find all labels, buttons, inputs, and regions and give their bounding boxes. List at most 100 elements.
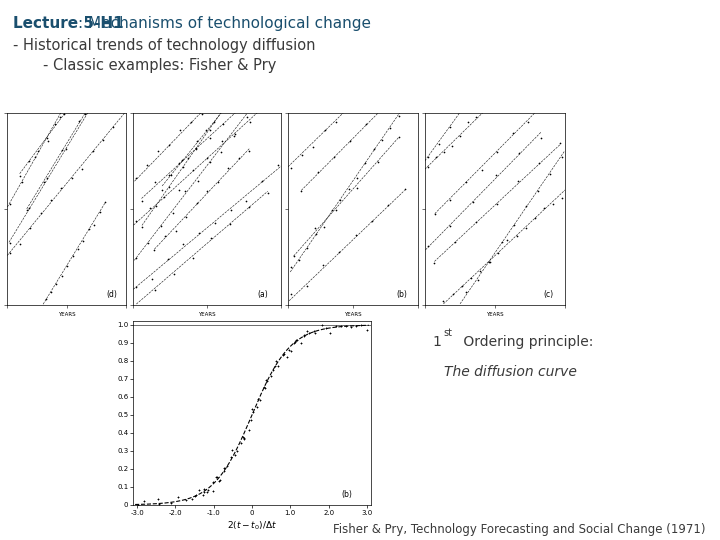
Point bbox=[231, 447, 243, 456]
Point bbox=[55, 112, 66, 121]
Point bbox=[491, 147, 503, 156]
Point bbox=[368, 145, 379, 154]
Point bbox=[141, 161, 153, 170]
Point bbox=[523, 117, 534, 126]
Point bbox=[547, 199, 559, 208]
Text: (d): (d) bbox=[107, 291, 117, 299]
Point bbox=[222, 164, 234, 173]
Point bbox=[312, 168, 323, 177]
Point bbox=[471, 112, 482, 121]
Point bbox=[298, 332, 310, 341]
Point bbox=[198, 484, 210, 493]
Point bbox=[330, 118, 342, 126]
Point bbox=[335, 196, 346, 205]
Point bbox=[289, 339, 300, 348]
Point bbox=[557, 153, 568, 161]
Point bbox=[153, 500, 165, 508]
Point bbox=[97, 136, 109, 144]
Point bbox=[156, 185, 168, 194]
Point bbox=[41, 134, 53, 143]
Point bbox=[21, 205, 32, 214]
Point bbox=[359, 159, 371, 167]
Point bbox=[175, 126, 186, 135]
Point bbox=[240, 197, 252, 205]
Point bbox=[471, 218, 482, 227]
Point bbox=[292, 335, 303, 344]
Point bbox=[366, 217, 378, 226]
Point bbox=[94, 208, 105, 217]
Point bbox=[277, 351, 289, 360]
Point bbox=[24, 224, 36, 233]
Point bbox=[302, 244, 313, 252]
Point bbox=[285, 263, 297, 272]
Point bbox=[174, 158, 185, 167]
Point bbox=[132, 501, 143, 509]
Point bbox=[76, 164, 88, 173]
Point bbox=[215, 147, 227, 156]
Point bbox=[492, 249, 504, 258]
Point bbox=[544, 170, 556, 178]
Point bbox=[289, 338, 301, 346]
Point bbox=[336, 322, 347, 331]
Text: 1: 1 bbox=[432, 335, 441, 349]
Point bbox=[199, 126, 211, 135]
X-axis label: $2(t-t_0)/\Delta t$: $2(t-t_0)/\Delta t$ bbox=[227, 520, 277, 532]
Point bbox=[67, 252, 78, 260]
Point bbox=[238, 434, 250, 442]
Point bbox=[245, 416, 256, 424]
Point bbox=[302, 327, 313, 336]
Point bbox=[318, 222, 330, 231]
Point bbox=[50, 280, 62, 288]
Point bbox=[382, 201, 394, 210]
Point bbox=[163, 140, 175, 149]
Point bbox=[186, 118, 197, 126]
Point bbox=[377, 136, 388, 144]
Point bbox=[191, 144, 202, 153]
Point bbox=[139, 497, 150, 505]
Point bbox=[399, 185, 410, 193]
Point bbox=[155, 222, 166, 231]
Point bbox=[176, 156, 188, 165]
Point bbox=[130, 216, 142, 225]
Point bbox=[229, 450, 240, 459]
Point bbox=[130, 254, 142, 262]
Point bbox=[285, 289, 297, 298]
Point bbox=[4, 239, 15, 247]
Point bbox=[490, 170, 502, 179]
Point bbox=[259, 383, 271, 392]
Point bbox=[270, 357, 282, 366]
Point bbox=[204, 158, 215, 166]
Point bbox=[136, 197, 148, 206]
Point bbox=[372, 158, 383, 166]
Point bbox=[278, 350, 289, 359]
Point bbox=[182, 154, 194, 163]
X-axis label: YEARS: YEARS bbox=[344, 312, 361, 317]
Point bbox=[146, 275, 158, 284]
Point bbox=[186, 254, 198, 262]
Point bbox=[148, 246, 160, 254]
Point bbox=[145, 203, 156, 212]
Text: (b): (b) bbox=[397, 291, 408, 299]
Point bbox=[136, 222, 148, 231]
Text: Lecture 5-H1: Lecture 5-H1 bbox=[13, 16, 124, 31]
Point bbox=[328, 152, 340, 161]
Point bbox=[269, 361, 281, 370]
Point bbox=[206, 233, 217, 242]
Point bbox=[318, 261, 329, 269]
Point bbox=[58, 110, 70, 118]
Point bbox=[210, 473, 222, 482]
Point bbox=[483, 258, 495, 266]
Point bbox=[42, 137, 53, 145]
Point bbox=[310, 329, 321, 338]
Point bbox=[89, 221, 100, 230]
Point bbox=[507, 129, 518, 138]
Point bbox=[251, 402, 263, 411]
Point bbox=[4, 248, 15, 257]
Point bbox=[190, 145, 202, 154]
Point bbox=[330, 206, 341, 214]
Point bbox=[194, 229, 205, 238]
X-axis label: YEARS: YEARS bbox=[58, 312, 76, 317]
Point bbox=[341, 322, 352, 330]
Point bbox=[38, 178, 50, 187]
Point bbox=[202, 187, 213, 195]
